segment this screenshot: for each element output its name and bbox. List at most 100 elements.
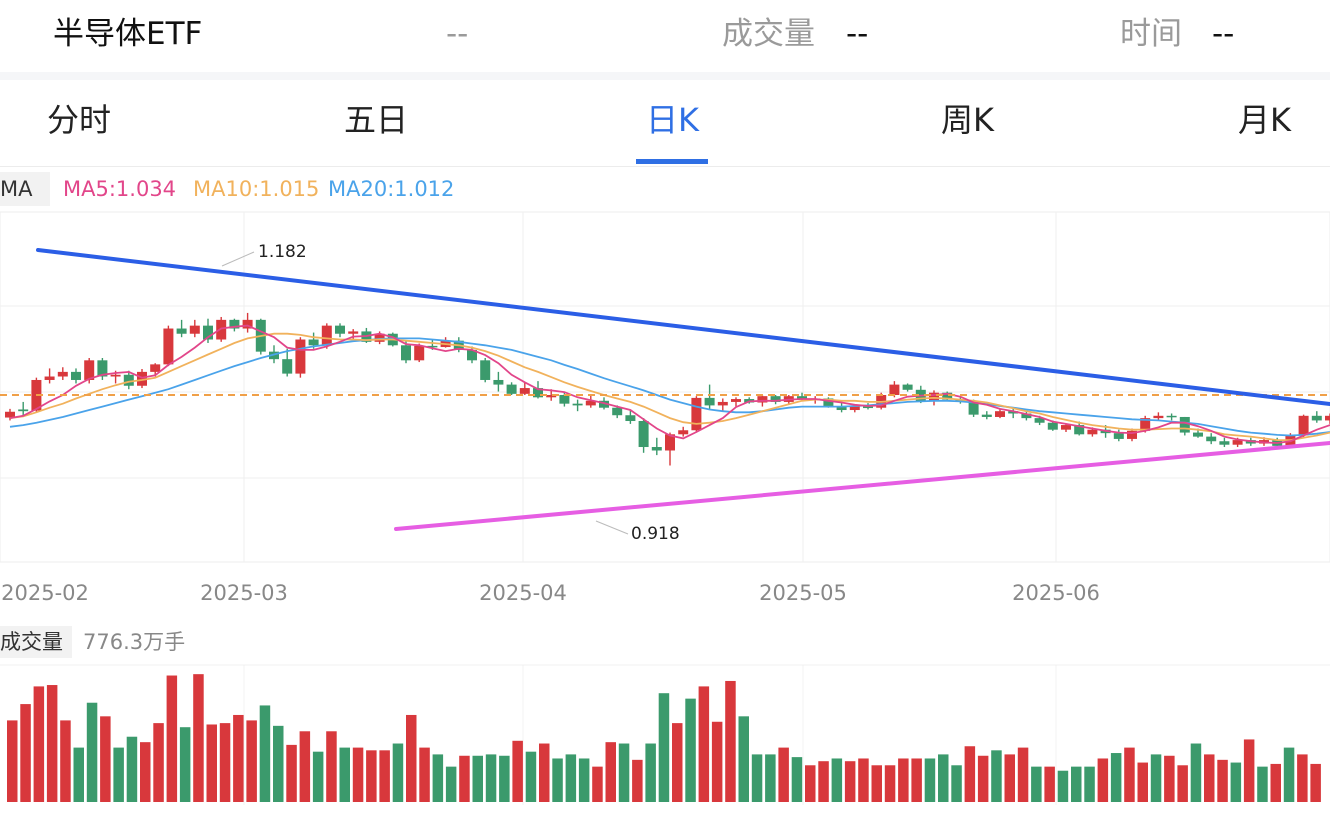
candle-down <box>308 339 319 346</box>
chart-grid <box>0 211 1330 805</box>
tab-daily-k[interactable]: 日K <box>646 101 699 139</box>
x-tick-label: 2025-04 <box>479 581 567 605</box>
candle-up <box>84 360 95 380</box>
plot-frame <box>0 211 1330 563</box>
volume-bar-up <box>379 750 390 802</box>
candle-up <box>519 388 530 394</box>
volume-bar-down <box>1283 747 1295 802</box>
candle-up <box>757 396 768 403</box>
volume-bar-up <box>299 731 311 802</box>
volume-bar-up <box>419 747 430 802</box>
candles <box>5 312 1330 466</box>
volume-bar-down <box>938 754 949 802</box>
x-axis: 2025-02 2025-03 2025-04 2025-05 2025-06 <box>1 581 1100 605</box>
volume-bar-up <box>153 723 164 802</box>
candle-up <box>242 319 253 329</box>
volume-bar-down <box>432 754 444 802</box>
x-tick-label: 2025-03 <box>200 581 288 605</box>
volume-bar-up <box>592 766 603 802</box>
header-divider <box>0 72 1330 80</box>
volume-bar-down <box>472 755 483 802</box>
volume-bar-up <box>1097 758 1109 802</box>
volume-bar-down <box>645 743 656 802</box>
candle-down <box>18 409 29 412</box>
candle-up <box>691 397 702 431</box>
volume-bar-up <box>1004 754 1015 802</box>
candle-up <box>665 434 675 451</box>
candle-up <box>5 411 15 418</box>
volume-bar-down <box>86 702 98 802</box>
candle-down <box>1166 415 1177 418</box>
volume-bar-down <box>73 747 84 802</box>
candle-down <box>770 396 781 402</box>
volume-label: 成交量 <box>722 16 815 52</box>
volume-bar-up <box>1310 763 1321 802</box>
volume-bar-down <box>1190 743 1202 802</box>
candle-up <box>374 333 385 342</box>
candle-down <box>427 345 438 348</box>
volume-bar-up <box>512 740 523 802</box>
candle-up <box>1061 425 1071 430</box>
candle-down <box>612 407 623 416</box>
candle-down <box>533 388 543 398</box>
candle-down <box>1034 418 1045 423</box>
volume-bar-down <box>113 747 124 802</box>
annotations <box>0 248 1330 535</box>
volume-bar-up <box>1270 763 1281 802</box>
candle-down <box>559 395 570 404</box>
volume-bar-down <box>991 750 1002 802</box>
candle-down <box>1193 432 1203 437</box>
volume-bar-up <box>46 685 58 802</box>
volume-bar-up <box>911 758 922 802</box>
extreme-labels: 1.182 0.918 <box>258 242 680 544</box>
volume-bar-down <box>658 693 670 802</box>
candle-up <box>717 401 728 406</box>
volume-bar-down <box>1031 766 1042 802</box>
volume-bar-down <box>765 754 776 802</box>
candle-down <box>467 349 477 361</box>
volume-bar-down <box>565 754 577 802</box>
volume-bar-down <box>445 766 457 802</box>
volume-bar-down <box>1071 766 1082 802</box>
candle-up <box>414 345 425 361</box>
volume-bar-up <box>459 755 470 802</box>
candle-down <box>981 414 992 417</box>
candle-up <box>189 325 200 334</box>
volume-bar-down <box>1257 766 1268 802</box>
volume-bar-up <box>219 723 231 802</box>
candle-up <box>1140 418 1151 431</box>
tab-intraday[interactable]: 分时 <box>47 101 112 139</box>
candle-down <box>282 359 293 374</box>
volume-bar-up <box>884 765 896 802</box>
volume-total: 776.3万手 <box>83 630 186 654</box>
volume-indicator-selector[interactable]: 成交量 <box>0 626 72 658</box>
volume-bar-down <box>831 758 843 802</box>
volume-bar-down <box>1150 754 1162 802</box>
volume-bar-down <box>791 757 803 802</box>
volume-bar-up <box>1044 766 1055 802</box>
volume-bar-down <box>1084 766 1095 802</box>
candle-down <box>1047 422 1058 430</box>
support-trendline <box>394 441 1330 531</box>
candle-up <box>1087 429 1098 435</box>
volume-bar-up <box>698 686 710 802</box>
tab-five-day[interactable]: 五日 <box>344 101 409 139</box>
candle-down <box>797 396 807 400</box>
tab-monthly-k[interactable]: 月K <box>1238 101 1291 139</box>
volume-bar-up <box>711 721 723 802</box>
candle-up <box>678 430 689 435</box>
candle-up <box>110 374 121 377</box>
candle-down <box>506 384 517 394</box>
moving-average-lines <box>9 324 1330 444</box>
candle-up <box>1153 415 1164 419</box>
ma5-line <box>9 324 1330 444</box>
volume-bar-up <box>805 765 816 802</box>
candle-up <box>321 325 332 346</box>
volume-bar-up <box>964 746 976 802</box>
candle-down <box>1074 425 1085 435</box>
volume-bar-up <box>1017 747 1029 802</box>
candle-down <box>863 406 873 409</box>
tab-weekly-k[interactable]: 周K <box>941 101 994 139</box>
indicator-selector[interactable]: MA <box>0 172 50 206</box>
